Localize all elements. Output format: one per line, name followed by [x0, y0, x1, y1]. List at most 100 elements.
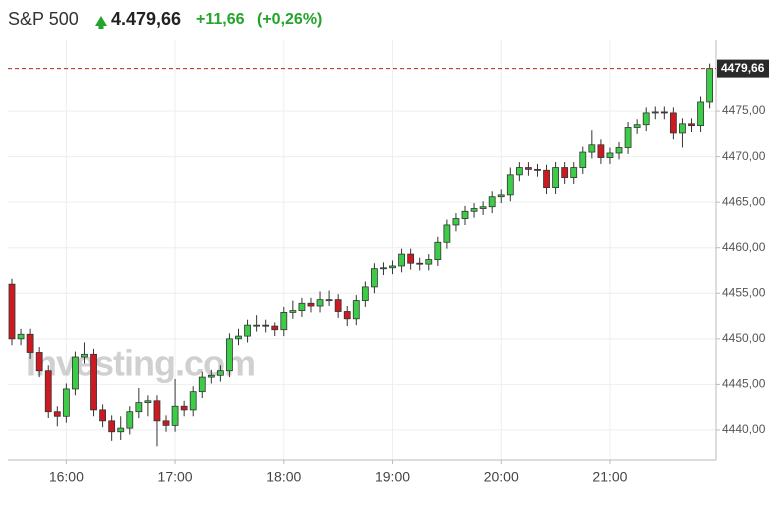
price: 4.479,66	[111, 9, 181, 29]
candle-body	[153, 400, 161, 422]
candle-body	[479, 206, 487, 209]
candle-body	[461, 210, 469, 219]
candle-body	[452, 218, 460, 226]
candle-body	[597, 144, 605, 158]
candle-body	[180, 405, 188, 411]
candle-body	[343, 311, 351, 320]
candle-body	[35, 352, 43, 372]
candle-body	[334, 299, 342, 312]
candle-body	[606, 152, 614, 158]
candle-body	[253, 324, 261, 327]
candle-body	[171, 405, 179, 426]
y-tick-label: 4440,00	[722, 422, 766, 436]
candle-body	[108, 420, 116, 433]
candle-body	[697, 101, 704, 127]
candle-body	[216, 370, 224, 376]
candle-body	[615, 147, 623, 154]
x-tick-label: 18:00	[266, 469, 301, 485]
candle-body	[126, 411, 134, 429]
y-tick-label: 4445,00	[722, 377, 766, 391]
candle-body	[497, 194, 505, 198]
candle-body	[389, 265, 396, 269]
candle-body	[651, 111, 659, 114]
y-tick-label: 4475,00	[722, 103, 766, 117]
candle-body	[17, 333, 25, 340]
x-tick-label: 19:00	[375, 469, 410, 485]
candle-body	[642, 112, 650, 126]
candle-body	[117, 427, 125, 433]
candle-body	[588, 144, 596, 153]
candle-body	[579, 151, 587, 168]
candle-body	[425, 259, 433, 265]
watermark: Investing.com	[26, 343, 255, 384]
candle-body	[298, 302, 306, 311]
candle-body	[434, 241, 442, 260]
y-tick-label: 4465,00	[722, 194, 766, 208]
up-arrow	[95, 16, 107, 29]
candle-body	[370, 268, 378, 288]
candle-body	[207, 374, 215, 378]
candle-body	[679, 123, 686, 134]
candle-body	[307, 302, 315, 307]
candle-body	[53, 411, 61, 417]
last-price-label: 4479,66	[721, 61, 765, 75]
candle-body	[570, 167, 578, 178]
candle-body	[226, 338, 233, 372]
candle-body	[271, 325, 279, 331]
last-price-box	[717, 59, 769, 78]
candle-body	[624, 127, 632, 148]
candle-body	[81, 353, 88, 358]
candle-body	[72, 356, 79, 390]
candle-body	[99, 409, 106, 422]
candle-body	[561, 167, 569, 178]
y-tick-label: 4450,00	[722, 331, 766, 345]
candle-body	[688, 123, 695, 127]
candle-body	[262, 324, 270, 327]
candle-body	[289, 310, 297, 313]
candle-body	[669, 112, 677, 134]
candle-body	[44, 370, 52, 413]
candle-body	[506, 174, 514, 196]
candle-body	[162, 420, 170, 426]
candle-body	[135, 402, 143, 413]
candle-body	[90, 353, 97, 411]
candle-body	[361, 286, 369, 301]
candle-body	[62, 388, 70, 417]
change: +11,66	[196, 11, 245, 28]
candle-body	[515, 167, 523, 176]
candle-body	[189, 391, 197, 411]
candle-body	[552, 167, 559, 188]
x-tick-label: 20:00	[484, 469, 519, 485]
candle-body	[26, 333, 34, 353]
candle-body	[235, 335, 242, 340]
candle-body	[244, 324, 251, 337]
candle-body	[534, 168, 541, 171]
x-tick-label: 17:00	[158, 469, 193, 485]
candle-body	[8, 283, 16, 340]
y-tick-label: 4470,00	[722, 149, 766, 163]
candle-body	[706, 68, 714, 103]
x-tick-label: 21:00	[592, 469, 627, 485]
candle-body	[416, 262, 424, 265]
candle-body	[525, 167, 532, 170]
candle-body	[633, 124, 641, 128]
title: S&P 500	[8, 9, 79, 29]
candle-body	[488, 196, 496, 208]
candle-body	[398, 253, 405, 267]
candle-body	[443, 224, 451, 243]
y-tick-label: 4460,00	[722, 240, 766, 254]
x-tick-label: 16:00	[49, 469, 84, 485]
candle-body	[660, 111, 668, 114]
candle-body	[407, 253, 415, 264]
candle-body	[198, 376, 206, 393]
candle-body	[543, 169, 550, 188]
candle-body	[380, 267, 387, 270]
candle-body	[316, 299, 324, 307]
change-pct: (+0,26%)	[257, 11, 322, 28]
y-tick-label: 4455,00	[722, 285, 766, 299]
candle-body	[352, 300, 360, 320]
candle-body	[144, 400, 152, 404]
candle-body	[470, 208, 478, 212]
candle-body	[325, 299, 333, 302]
